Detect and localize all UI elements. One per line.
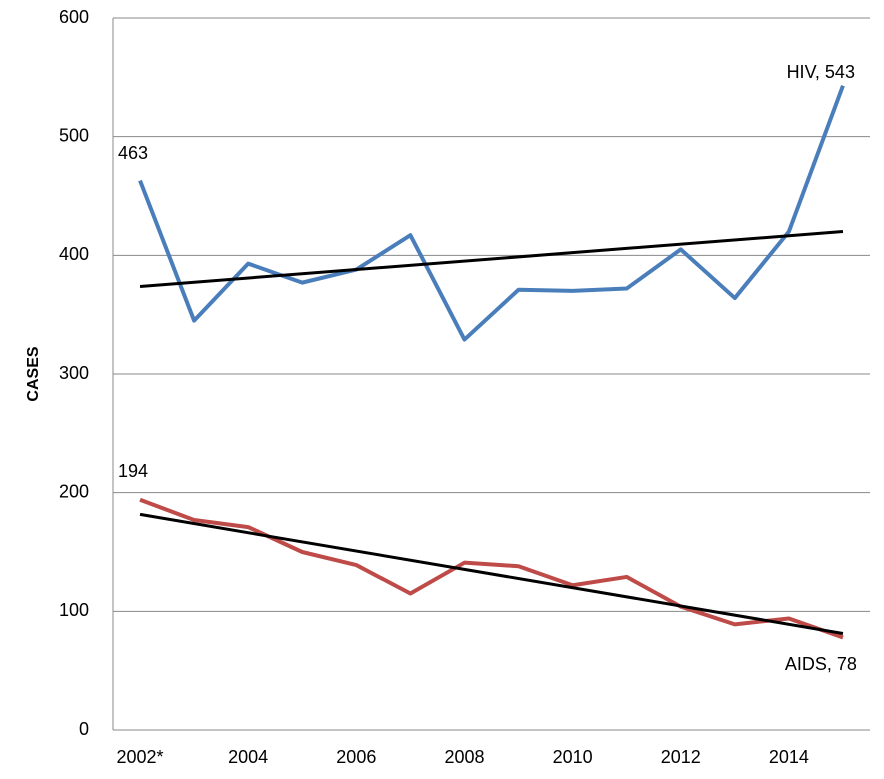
- x-tick-label: 2002*: [117, 747, 164, 767]
- y-axis-label: CASES: [25, 346, 42, 401]
- annotation: 463: [118, 143, 148, 163]
- y-tick-label: 0: [79, 719, 89, 739]
- annotation: 194: [118, 461, 148, 481]
- trendline: [139, 512, 844, 635]
- trendline: [139, 230, 844, 288]
- y-tick-label: 200: [59, 481, 89, 501]
- line-series: [138, 84, 845, 342]
- y-tick-label: 600: [59, 7, 89, 27]
- x-tick-label: 2004: [228, 747, 268, 767]
- x-tick-label: 2012: [661, 747, 701, 767]
- annotation: HIV, 543: [787, 62, 855, 82]
- y-tick-label: 300: [59, 363, 89, 383]
- x-tick-label: 2006: [336, 747, 376, 767]
- x-tick-label: 2010: [553, 747, 593, 767]
- y-tick-label: 500: [59, 125, 89, 145]
- x-tick-label: 2014: [769, 747, 809, 767]
- line-series: [139, 497, 844, 640]
- y-tick-label: 100: [59, 600, 89, 620]
- annotation: AIDS, 78: [785, 654, 857, 674]
- y-tick-label: 400: [59, 244, 89, 264]
- x-tick-label: 2008: [444, 747, 484, 767]
